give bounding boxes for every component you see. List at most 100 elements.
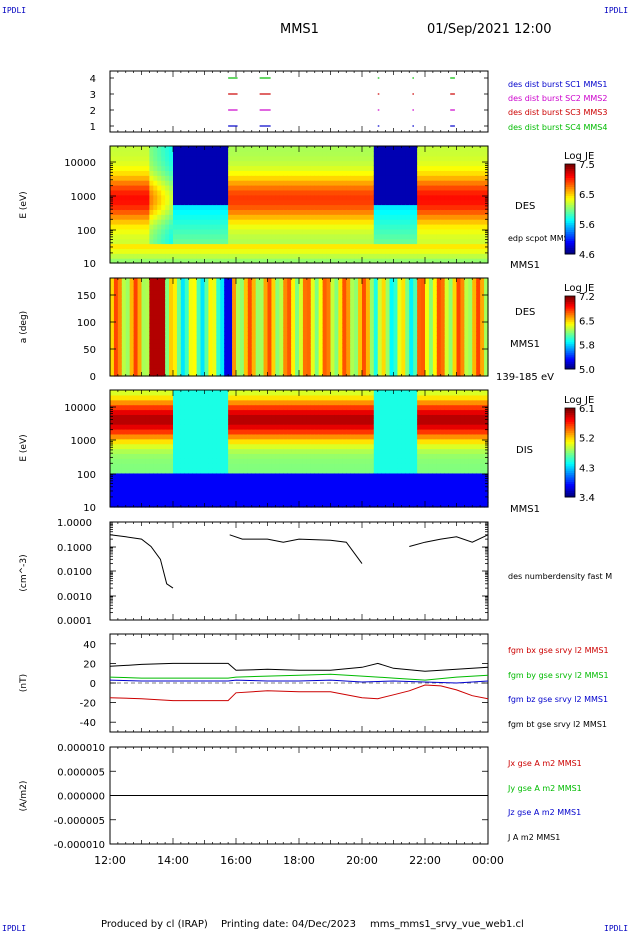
spectrogram-cell (358, 286, 363, 291)
spectrogram-cell (358, 282, 363, 287)
spectrogram-cell (259, 359, 265, 365)
spectrogram-cell (125, 214, 131, 220)
spectrogram-cell (401, 155, 406, 162)
spectrogram-cell (393, 175, 399, 181)
spectrogram-cell (452, 294, 458, 300)
spectrogram-cell (263, 371, 269, 377)
spectrogram-cell (295, 165, 300, 171)
spectrogram-cell (480, 189, 485, 196)
spectrogram-cell (173, 351, 178, 357)
spectrogram-cell (472, 367, 477, 373)
spectrogram-cell (350, 306, 355, 312)
spectrogram-cell (267, 253, 273, 259)
spectrogram-cell (200, 310, 206, 316)
spectrogram-cell (444, 155, 450, 162)
spectrogram-cell (397, 367, 402, 373)
spectrogram-cell (302, 189, 308, 196)
spectrogram-cell (232, 367, 237, 373)
spectrogram-cell (267, 294, 273, 300)
spectrogram-cell (212, 339, 217, 344)
spectrogram-cell (137, 278, 143, 283)
spectrogram-cell (346, 351, 351, 357)
spectrogram-cell (255, 302, 261, 308)
spectrogram-cell (436, 331, 442, 336)
spectrogram-cell (350, 243, 355, 249)
spectrogram-cell (295, 204, 300, 210)
spectrogram-cell (460, 248, 465, 254)
spectrogram-cell (389, 228, 395, 235)
spectrogram-cell (275, 258, 280, 264)
spectrogram-cell (113, 318, 119, 324)
spectrogram-cell (405, 359, 410, 365)
spectrogram-cell (346, 209, 351, 215)
spectrogram-cell (153, 306, 158, 312)
spectrogram-cell (259, 347, 265, 353)
spectrogram-cell (204, 314, 210, 320)
spectrogram-cell (173, 322, 178, 328)
spectrogram-cell (314, 165, 320, 171)
spectrogram-cell (153, 355, 158, 361)
spectrogram-cell (432, 318, 438, 324)
spectrogram-cell (224, 286, 229, 291)
spectrogram-cell (184, 347, 190, 353)
spectrogram-cell (110, 219, 115, 225)
spectrogram-cell (247, 180, 253, 186)
spectrogram-cell (365, 180, 371, 186)
spectrogram-cell (401, 258, 406, 264)
spectrogram-cell (318, 253, 324, 259)
spectrogram-cell (212, 278, 217, 283)
spectrogram-cell (188, 253, 194, 259)
spectrogram-cell (346, 371, 351, 377)
spectrogram-cell (259, 327, 265, 332)
spectrogram-cell (362, 331, 367, 336)
spectrogram-cell (448, 224, 454, 230)
spectrogram-cell (322, 310, 328, 316)
spectrogram-cell (385, 238, 391, 245)
spectrogram-cell (184, 286, 190, 291)
spectrogram-cell (373, 185, 379, 191)
spectrogram-cell (287, 351, 292, 357)
spectrogram-cell (110, 180, 115, 186)
spectrogram-cell (208, 331, 213, 336)
spectrogram-cell (432, 189, 438, 196)
spectrogram-cell (381, 233, 387, 240)
spectrogram-cell (149, 189, 154, 196)
spectrogram-cell (287, 160, 292, 167)
spectrogram-cell (157, 314, 162, 320)
spectrogram-cell (444, 318, 450, 324)
spectrogram-cell (472, 306, 477, 312)
spectrogram-cell (169, 185, 174, 191)
spectrogram-cell (239, 194, 245, 201)
spectrogram-cell (279, 343, 284, 349)
spectrogram-cell (350, 278, 355, 283)
spectrogram-cell (271, 290, 276, 295)
spectrogram-cell (267, 146, 273, 152)
spectrogram-cell (180, 233, 186, 240)
spectrogram-cell (110, 209, 115, 215)
spectrogram-cell (275, 298, 280, 304)
spectrogram-cell (444, 248, 450, 254)
spectrogram-cell (369, 258, 375, 264)
spectrogram-cell (405, 343, 410, 349)
spectrogram-cell (232, 238, 237, 245)
spectrogram-cell (113, 294, 119, 300)
spectrogram-cell (338, 204, 343, 210)
spectrogram-cell (440, 343, 446, 349)
spectrogram-cell (133, 170, 139, 176)
spectrogram-cell (279, 224, 284, 230)
spectrogram-cell (306, 282, 312, 287)
spectrogram-cell (141, 185, 147, 191)
spectrogram-cell (287, 290, 292, 295)
spectrogram-cell (279, 189, 284, 196)
spectrogram-cell (299, 189, 304, 196)
spectrogram-cell (141, 204, 147, 210)
spectrogram-cell (334, 185, 339, 191)
spectrogram-cell (255, 228, 261, 235)
spectrogram-cell (425, 343, 430, 349)
spectrogram-cell (141, 238, 147, 245)
spectrogram-cell (188, 185, 194, 191)
spectrogram-cell (330, 290, 336, 295)
spectrogram-cell (342, 327, 347, 332)
spectrogram-cell (362, 214, 367, 220)
spectrogram-cell (232, 314, 237, 320)
